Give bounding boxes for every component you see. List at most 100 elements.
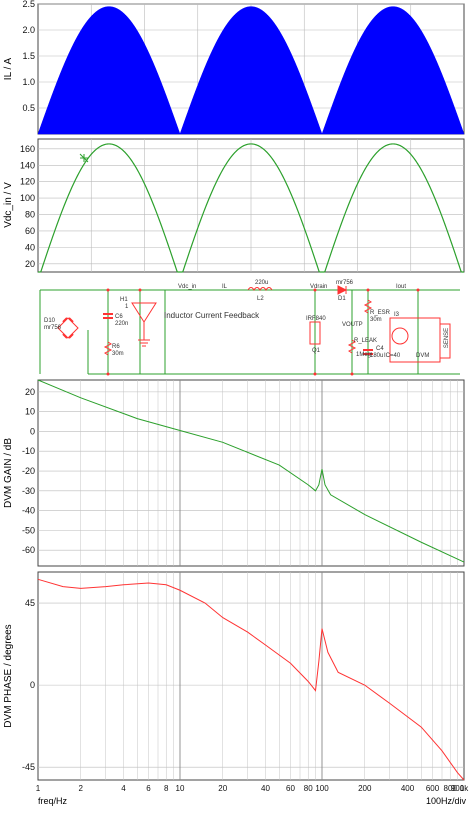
x-tick-label: 2	[79, 784, 84, 793]
x-tick-label: 600	[426, 784, 440, 793]
y-tick-label: 80	[25, 210, 35, 220]
y-tick-label: 10	[25, 407, 35, 417]
x-tick-label: 10	[176, 784, 185, 793]
y-tick-label: 140	[20, 160, 35, 170]
r6-label: R6	[112, 344, 120, 350]
circuit-schematic: Vdc_in IL 220u L2 Vdrain mr756 D1 Iout D…	[0, 276, 471, 376]
h1-label: H1	[120, 297, 128, 303]
y-tick-label: 20	[25, 387, 35, 397]
y-tick-label: 40	[25, 242, 35, 252]
c6-label: C6	[115, 314, 123, 320]
r6-value: 30m	[112, 351, 124, 357]
c4-label: C4	[376, 346, 384, 352]
r-leak-label: R_LEAK	[354, 338, 377, 344]
amplifier-icon	[131, 302, 157, 323]
inductor-icon	[247, 287, 273, 291]
diode-arrows-icon	[62, 317, 74, 339]
x-tick-label: 100	[315, 784, 329, 793]
grid	[38, 139, 464, 272]
y-tick-label: -20	[22, 466, 35, 476]
y-tick-label: 20	[25, 259, 35, 269]
series	[37, 578, 465, 781]
sense-icon	[439, 323, 451, 359]
y-tick-label: -10	[22, 446, 35, 456]
x-tick-label: 20	[218, 784, 227, 793]
plot-frame	[37, 379, 465, 567]
x-tick-label: 6	[146, 784, 151, 793]
y-tick-label: -40	[22, 506, 35, 516]
y-ticks: 0.5 1.0 1.5 2.0 2.5	[22, 0, 35, 113]
dvm-label: DVM	[416, 353, 429, 359]
x-tick-label: 40	[261, 784, 270, 793]
inductor-current-plot: 0.5 1.0 1.5 2.0 2.5 IL / A	[3, 0, 465, 135]
net-label-iout: Iout	[396, 284, 406, 290]
cursor-crosshair-icon[interactable]	[79, 153, 89, 163]
x-tick-label: 200	[358, 784, 372, 793]
x-tick-label: 60	[286, 784, 295, 793]
x-tick-label: 900	[451, 784, 465, 793]
l2-value: 220u	[255, 280, 268, 286]
y-axis-label: IL / A	[3, 57, 14, 80]
x-tick-label: 1k	[460, 784, 469, 793]
input-voltage-plot: 20 40 60 80 100 120 140 160 Vdc_in / V	[3, 138, 465, 273]
series-line	[37, 578, 465, 781]
h1-gain: 1	[125, 304, 129, 310]
feedback-label: Inductor Current Feedback	[164, 311, 260, 320]
grid	[38, 380, 464, 566]
d10-label: D10	[44, 318, 56, 324]
series-area	[37, 6, 465, 135]
y-axis-label: DVM PHASE / degrees	[3, 624, 14, 727]
x-axis-label: freq/Hz	[38, 796, 68, 806]
current-source-icon	[391, 327, 409, 345]
x-tick-label: 8	[164, 784, 169, 793]
i3-label: I3	[394, 312, 400, 318]
y-ticks: 20 10 0 -10 -20 -30 -40 -50 -60	[22, 387, 35, 555]
sense-label: SENSE	[444, 328, 450, 348]
schematic-canvas	[0, 276, 471, 376]
c4-initial-condition: IC=40	[384, 353, 401, 359]
y-tick-label: 2.5	[22, 0, 35, 9]
grid	[38, 572, 464, 780]
y-tick-label: 0	[30, 680, 35, 690]
wires	[39, 289, 460, 375]
y-ticks: 45 0 -45	[22, 598, 35, 772]
plot-frame	[37, 571, 465, 781]
c4-value: 180u	[370, 353, 383, 359]
net-label-voutp: VOUTP	[342, 322, 363, 328]
y-tick-label: 60	[25, 226, 35, 236]
y-tick-label: 45	[25, 598, 35, 608]
d10-part: mr756	[44, 325, 62, 331]
r-esr-label: R_ESR	[370, 310, 391, 316]
bridge-rectifier-icon	[57, 317, 79, 339]
x-division-note: 100Hz/div	[426, 796, 467, 806]
x-tick-label: 400	[401, 784, 415, 793]
y-tick-label: 1.5	[22, 51, 35, 61]
q1-part: IRF840	[306, 316, 326, 322]
phase-plot: 45 0 -45 1 2 4 6 8 10 20 40 60 80 100 200 400 600 800900…	[3, 571, 469, 806]
y-tick-label: -45	[22, 762, 35, 772]
series	[38, 143, 464, 273]
x-tick-label: 800	[444, 784, 458, 793]
l2-label: L2	[257, 296, 264, 302]
net-label-vdrain: Vdrain	[310, 284, 327, 290]
y-tick-label: 0.5	[22, 103, 35, 113]
y-tick-label: -30	[22, 486, 35, 496]
y-tick-label: 1.0	[22, 77, 35, 87]
x-tick-label: 80	[304, 784, 313, 793]
x-tick-label: 1	[36, 784, 41, 793]
x-tick-label: 4	[121, 784, 126, 793]
series-line	[38, 143, 464, 273]
net-label-vdc-in: Vdc_in	[178, 284, 196, 290]
y-tick-label: 160	[20, 144, 35, 154]
series	[37, 379, 465, 563]
y-axis-label: Vdc_in / V	[3, 182, 14, 228]
d1-part: mr756	[336, 280, 354, 286]
c6-value: 220n	[115, 321, 128, 327]
q1-label: Q1	[312, 348, 321, 354]
y-tick-label: 120	[20, 177, 35, 187]
y-axis-label: DVM GAIN / dB	[3, 438, 14, 508]
y-tick-label: 2.0	[22, 25, 35, 35]
components	[57, 285, 451, 363]
